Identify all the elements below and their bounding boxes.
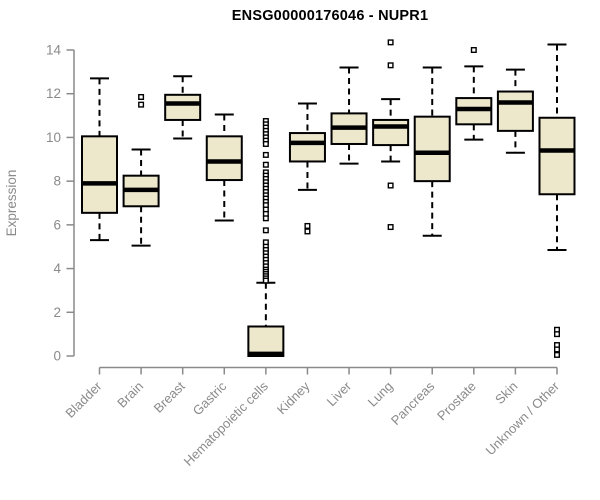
x-tick-label: Pancreas bbox=[388, 378, 438, 428]
iqr-box bbox=[81, 135, 118, 214]
iqr-box bbox=[538, 116, 576, 196]
iqr-box bbox=[205, 135, 243, 182]
box-pancreas bbox=[413, 66, 451, 237]
box-liver bbox=[330, 66, 368, 165]
x-tick-label: Unknown / Other bbox=[483, 378, 563, 458]
outlier-point bbox=[387, 62, 394, 69]
box-hematopoietic-cells bbox=[247, 118, 285, 358]
y-tick-label: 6 bbox=[53, 217, 61, 232]
x-tick-label: Lung bbox=[365, 379, 396, 410]
outlier-point bbox=[470, 47, 477, 54]
x-tick-label: Breast bbox=[151, 378, 188, 415]
outlier-point bbox=[304, 228, 311, 235]
box-breast bbox=[164, 75, 202, 140]
iqr-box bbox=[164, 93, 202, 121]
outlier-point bbox=[304, 222, 311, 229]
outlier-point bbox=[553, 351, 560, 358]
box-bladder bbox=[81, 77, 118, 242]
box-lung bbox=[372, 39, 410, 231]
outlier-point bbox=[262, 140, 269, 147]
x-tick-label: Kidney bbox=[274, 378, 313, 417]
y-tick-label: 0 bbox=[53, 349, 61, 364]
iqr-box bbox=[496, 90, 534, 132]
y-tick-label: 2 bbox=[53, 305, 61, 320]
box-gastric bbox=[205, 113, 243, 222]
iqr-box bbox=[413, 115, 451, 183]
x-tick-label: Liver bbox=[324, 378, 355, 409]
outlier-point bbox=[387, 182, 394, 189]
outlier-point bbox=[262, 215, 269, 222]
outlier-point bbox=[387, 39, 394, 46]
box-skin bbox=[496, 68, 534, 154]
y-tick-label: 8 bbox=[53, 174, 61, 189]
outlier-point bbox=[387, 224, 394, 231]
iqr-box bbox=[288, 132, 326, 163]
outlier-point bbox=[262, 151, 269, 158]
x-tick-label: Bladder bbox=[62, 378, 105, 421]
box-prostate bbox=[455, 47, 493, 141]
x-tick-label: Brain bbox=[114, 379, 146, 411]
outlier-point bbox=[262, 227, 269, 234]
x-tick-label: Prostate bbox=[434, 379, 479, 424]
outlier-point bbox=[138, 101, 145, 108]
box-brain bbox=[122, 93, 160, 247]
outlier-point bbox=[138, 93, 145, 100]
chart-title: ENSG00000176046 - NUPR1 bbox=[231, 8, 429, 24]
iqr-box bbox=[372, 118, 410, 147]
x-tick-label: Gastric bbox=[190, 378, 230, 418]
y-tick-label: 10 bbox=[46, 130, 61, 145]
outlier-point bbox=[262, 161, 269, 168]
box-kidney bbox=[288, 102, 326, 235]
outlier-point bbox=[553, 331, 560, 338]
y-tick-label: 14 bbox=[46, 43, 62, 58]
y-tick-label: 4 bbox=[53, 261, 61, 276]
box-unknown-other bbox=[538, 43, 576, 358]
outlier-point bbox=[262, 277, 269, 284]
outlier-point bbox=[553, 346, 560, 353]
x-tick-label: Skin bbox=[492, 379, 520, 407]
y-tick-label: 12 bbox=[46, 86, 61, 101]
